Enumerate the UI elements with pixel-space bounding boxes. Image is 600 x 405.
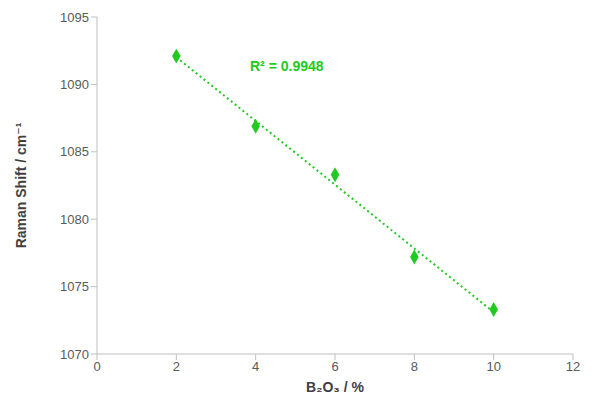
svg-text:1075: 1075 xyxy=(60,279,89,294)
svg-text:1085: 1085 xyxy=(60,144,89,159)
svg-text:1070: 1070 xyxy=(60,347,89,362)
svg-text:Raman Shift / cm⁻¹: Raman Shift / cm⁻¹ xyxy=(13,122,29,248)
svg-text:8: 8 xyxy=(411,359,418,374)
svg-text:0: 0 xyxy=(93,359,100,374)
html-text:R² = 0.9948: R² = 0.9948 xyxy=(250,58,324,74)
svg-text:1095: 1095 xyxy=(60,10,89,25)
svg-text:1080: 1080 xyxy=(60,212,89,227)
svg-text:4: 4 xyxy=(252,359,259,374)
svg-text:B₂O₃ / %: B₂O₃ / % xyxy=(306,379,364,395)
svg-text:6: 6 xyxy=(331,359,338,374)
svg-text:10: 10 xyxy=(486,359,500,374)
svg-text:1090: 1090 xyxy=(60,77,89,92)
svg-text:2: 2 xyxy=(173,359,180,374)
svg-text:12: 12 xyxy=(566,359,580,374)
